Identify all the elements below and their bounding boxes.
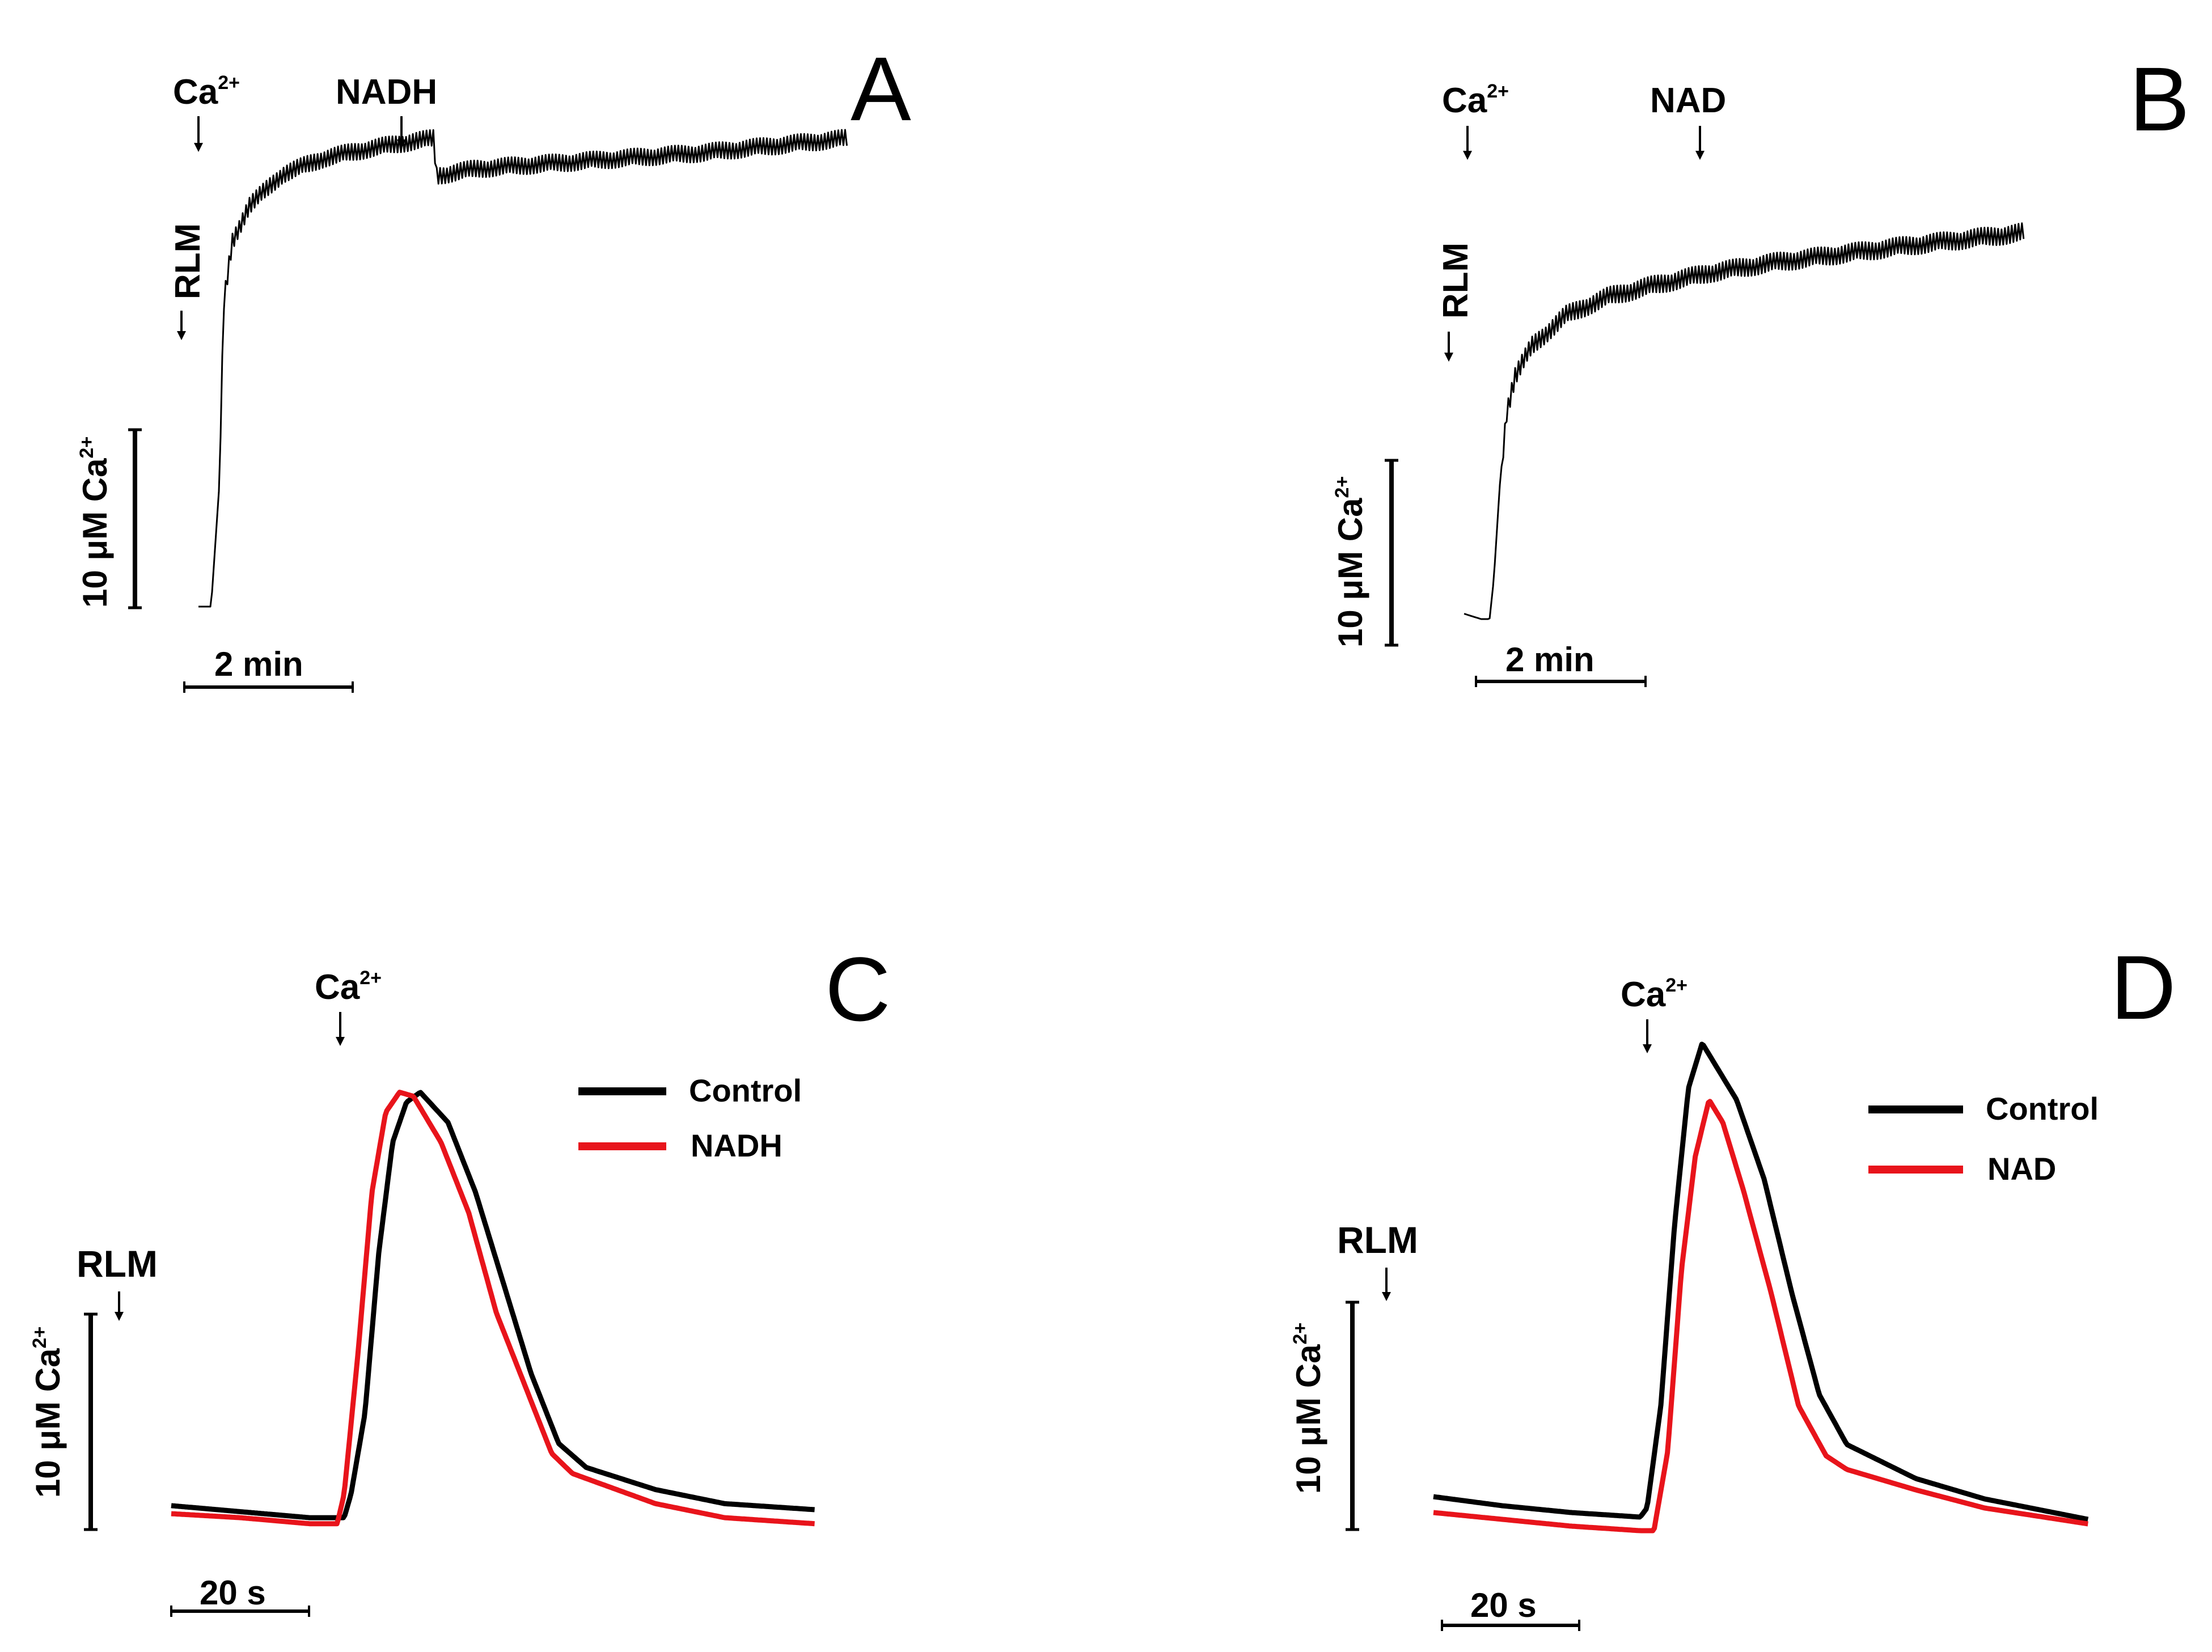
panel-d-rlm-marker-label: RLM xyxy=(1337,1219,1418,1261)
panel-a-y-scale-label: 10 μM Ca2+ xyxy=(76,437,114,608)
panel-d-x-scale-label: 20 s xyxy=(1470,1586,1537,1624)
panel-d-legend-label-nad: NAD xyxy=(1987,1151,2056,1187)
panel-d-y-scale-bar xyxy=(1346,1301,1359,1531)
panel-a: A Ca2+ NADH RLM 10 μM Ca2+ 2 min xyxy=(76,38,911,693)
panel-d-x-scale-bar xyxy=(1441,1620,1580,1631)
panel-d-trace-control xyxy=(1432,1041,2089,1522)
panel-a-x-scale-bar xyxy=(183,681,354,693)
panel-c-y-scale-bar xyxy=(84,1312,98,1531)
panel-c-trace-control xyxy=(170,1090,816,1520)
panel-d-legend-label-control: Control xyxy=(1986,1091,2099,1126)
panel-b-plot xyxy=(1464,222,2025,620)
panel-c-rlm-marker-label: RLM xyxy=(77,1243,158,1285)
panel-d-rlm-arrow xyxy=(1382,1268,1391,1301)
panel-d: D Ca2+ RLM 10 μM Ca2+ 20 s Control NAD xyxy=(1289,937,2176,1631)
panel-d-trace-nad xyxy=(1432,1099,2089,1534)
panel-c-trace-nadh xyxy=(170,1090,816,1527)
panel-a-x-scale-label: 2 min xyxy=(214,645,303,683)
panel-a-plot xyxy=(198,129,848,608)
panel-a-trace-signal xyxy=(198,129,848,608)
panel-c-legend-label-nadh: NADH xyxy=(691,1128,783,1163)
panel-b-trace-signal xyxy=(1464,222,2025,620)
panel-a-y-scale-bar xyxy=(128,428,142,609)
panel-c-rlm-arrow xyxy=(115,1291,124,1321)
panel-b-letter: B xyxy=(2129,48,2190,150)
panel-b-y-scale-label: 10 μM Ca2+ xyxy=(1331,476,1369,647)
panel-c-ca-arrow xyxy=(336,1012,345,1046)
panel-b-ca-arrow xyxy=(1463,126,1472,160)
panel-a-agent-marker-label: NADH xyxy=(336,73,437,112)
panel-b-x-scale-bar xyxy=(1475,676,1647,687)
panel-d-plot xyxy=(1432,1041,2089,1534)
panel-c-plot xyxy=(170,1090,816,1527)
panel-c: C Ca2+ RLM 10 μM Ca2+ 20 s Control NADH xyxy=(29,938,891,1617)
panel-d-legend: Control NAD xyxy=(1868,1091,2099,1187)
panel-c-x-scale-bar xyxy=(170,1606,310,1617)
panel-c-legend-label-control: Control xyxy=(689,1073,802,1108)
panel-b-agent-marker-label: NAD xyxy=(1650,81,1726,120)
panel-a-rlm-arrow xyxy=(177,311,186,340)
panel-b-rlm-marker-label: RLM xyxy=(1436,243,1475,319)
panel-b-y-scale-bar xyxy=(1385,459,1398,647)
panel-a-letter: A xyxy=(851,38,911,139)
panel-c-letter: C xyxy=(825,938,891,1040)
panel-b-rlm-arrow xyxy=(1444,332,1453,362)
panel-d-ca-arrow xyxy=(1643,1019,1652,1053)
panel-a-ca-arrow xyxy=(194,116,203,152)
panel-d-y-scale-label: 10 μM Ca2+ xyxy=(1289,1323,1327,1494)
panel-b-x-scale-label: 2 min xyxy=(1505,641,1594,679)
panel-c-ca-marker-label: Ca2+ xyxy=(315,967,382,1007)
panel-d-ca-marker-label: Ca2+ xyxy=(1621,975,1687,1014)
panel-c-y-scale-label: 10 μM Ca2+ xyxy=(29,1327,67,1498)
panel-c-legend: Control NADH xyxy=(578,1073,802,1163)
panel-d-letter: D xyxy=(2111,937,2176,1038)
panel-a-ca-marker-label: Ca2+ xyxy=(173,72,240,112)
panel-b-agent-arrow xyxy=(1695,126,1705,160)
panel-a-rlm-marker-label: RLM xyxy=(168,223,208,299)
panel-b: B Ca2+ NAD RLM 10 μM Ca2+ 2 min xyxy=(1331,48,2190,687)
panel-c-x-scale-label: 20 s xyxy=(200,1574,266,1612)
panel-b-ca-marker-label: Ca2+ xyxy=(1442,81,1509,120)
